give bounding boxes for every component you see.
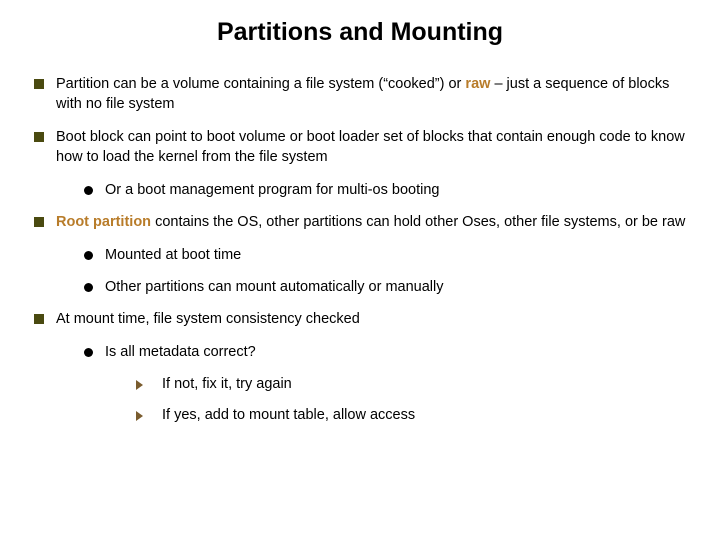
bullet-l1: Boot block can point to boot volume or b…: [34, 128, 690, 167]
slide-title: Partitions and Mounting: [30, 18, 690, 47]
circle-icon: [84, 283, 93, 292]
bullet-l1: Root partition contains the OS, other pa…: [34, 213, 690, 233]
bullet-text: Mounted at boot time: [105, 246, 690, 266]
bullet-l2: Or a boot management program for multi-o…: [84, 181, 690, 201]
triangle-icon: [136, 380, 150, 390]
bullet-l3: If yes, add to mount table, allow access: [136, 406, 690, 426]
square-icon: [34, 132, 44, 142]
bullet-l2: Other partitions can mount automatically…: [84, 278, 690, 298]
bullet-l2: Mounted at boot time: [84, 246, 690, 266]
triangle-icon: [136, 411, 150, 421]
bullet-text: Partition can be a volume containing a f…: [56, 75, 690, 114]
bullet-text: If not, fix it, try again: [162, 375, 690, 395]
text-part: Partition can be a volume containing a f…: [56, 76, 465, 92]
bullet-l2: Is all metadata correct?: [84, 343, 690, 363]
bullet-text: At mount time, file system consistency c…: [56, 310, 690, 330]
circle-icon: [84, 251, 93, 260]
square-icon: [34, 79, 44, 89]
square-icon: [34, 217, 44, 227]
circle-icon: [84, 348, 93, 357]
bullet-l1: Partition can be a volume containing a f…: [34, 75, 690, 114]
slide: Partitions and Mounting Partition can be…: [0, 0, 720, 468]
text-part: contains the OS, other partitions can ho…: [151, 214, 685, 230]
bullet-l3: If not, fix it, try again: [136, 375, 690, 395]
bullet-text: Is all metadata correct?: [105, 343, 690, 363]
bullet-text: If yes, add to mount table, allow access: [162, 406, 690, 426]
bullet-text: Boot block can point to boot volume or b…: [56, 128, 690, 167]
highlight-root: Root partition: [56, 214, 151, 230]
bullet-text: Root partition contains the OS, other pa…: [56, 213, 690, 233]
circle-icon: [84, 186, 93, 195]
bullet-text: Other partitions can mount automatically…: [105, 278, 690, 298]
bullet-l1: At mount time, file system consistency c…: [34, 310, 690, 330]
square-icon: [34, 314, 44, 324]
bullet-text: Or a boot management program for multi-o…: [105, 181, 690, 201]
highlight-raw: raw: [465, 76, 490, 92]
